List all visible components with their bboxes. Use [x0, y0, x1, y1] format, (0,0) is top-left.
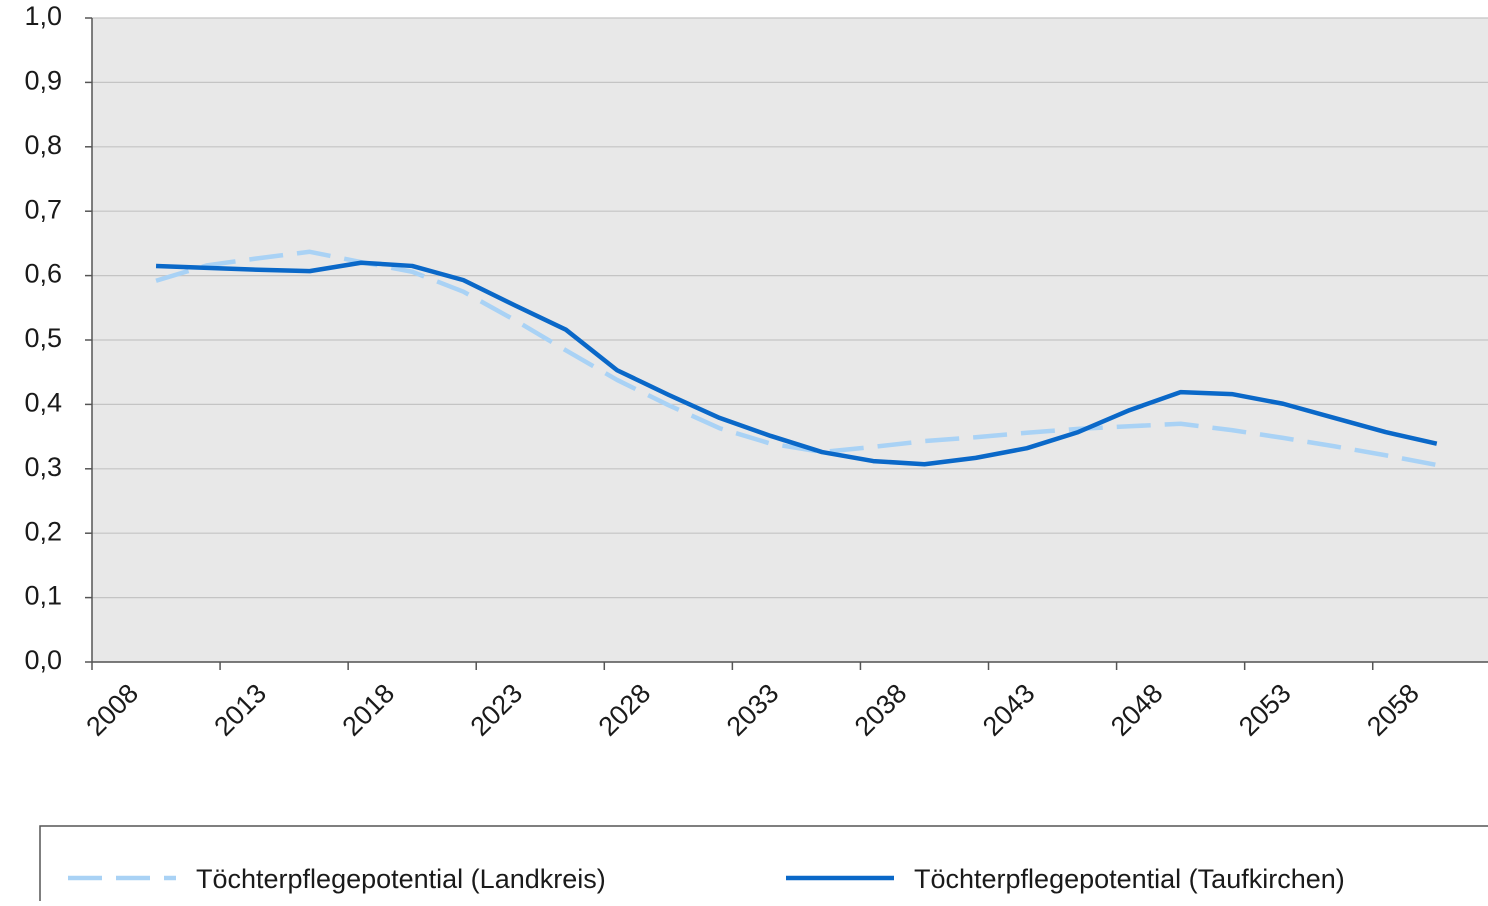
x-tick-label: 2023	[465, 678, 529, 742]
y-tick-label: 0,4	[24, 388, 62, 418]
x-tick-label: 2038	[849, 678, 913, 742]
y-tick-label: 0,8	[24, 130, 62, 160]
y-tick-label: 0,7	[24, 194, 62, 224]
x-tick-label: 2018	[337, 678, 401, 742]
y-tick-label: 0,2	[24, 516, 62, 546]
x-tick-label: 2043	[977, 678, 1041, 742]
y-tick-label: 0,0	[24, 645, 62, 675]
x-tick-label: 2048	[1105, 678, 1169, 742]
x-tick-label: 2053	[1233, 678, 1297, 742]
legend-label: Töchterpflegepotential (Taufkirchen)	[914, 864, 1345, 894]
x-tick-label: 2013	[208, 678, 272, 742]
line	[155, 260, 1438, 467]
x-tick-label: 2028	[593, 678, 657, 742]
legend-box	[39, 825, 1488, 906]
legend-label: Töchterpflegepotential (Landkreis)	[196, 864, 606, 894]
y-tick-label: 0,6	[24, 259, 62, 289]
y-tick-label: 0,5	[24, 323, 62, 353]
x-tick-label: 2008	[80, 678, 144, 742]
y-tick-label: 0,3	[24, 452, 62, 482]
y-tick-label: 1,0	[24, 1, 62, 31]
y-tick-label: 0,9	[24, 66, 62, 96]
x-tick-label: 2033	[721, 678, 785, 742]
y-tick-label: 0,1	[24, 581, 62, 611]
x-tick-label: 2058	[1361, 678, 1425, 742]
